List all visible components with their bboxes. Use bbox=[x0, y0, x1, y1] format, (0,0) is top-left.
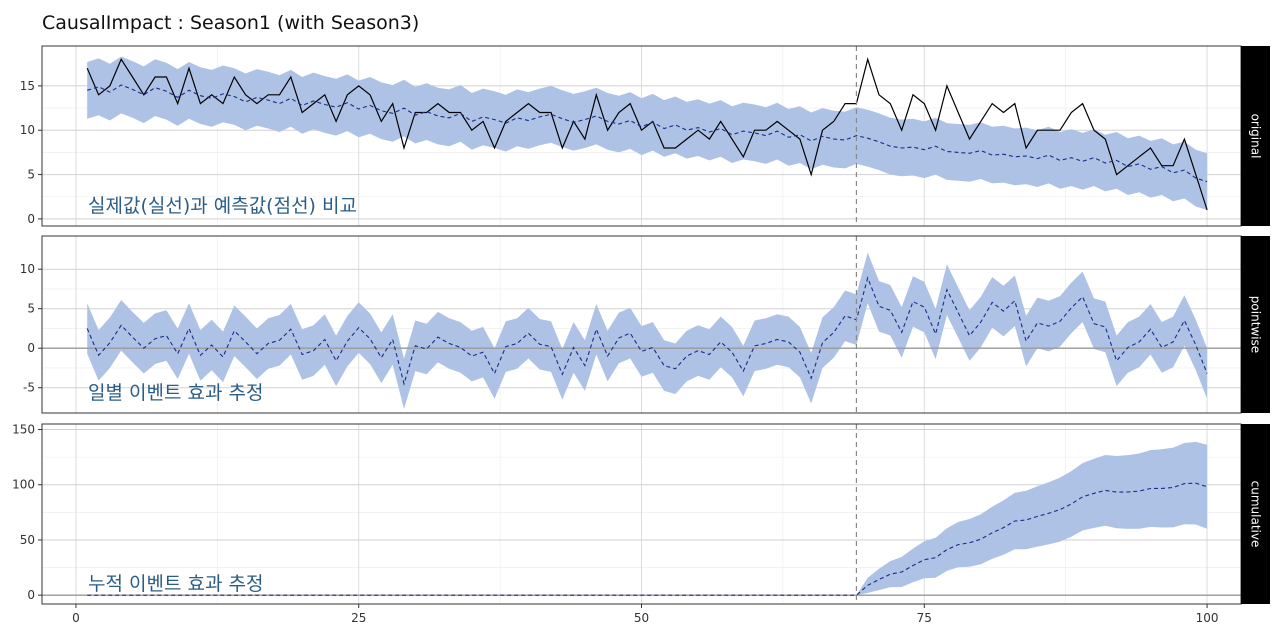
x-tick-label: 50 bbox=[634, 611, 649, 625]
actual-series-line bbox=[86, 57, 1208, 211]
strip-original bbox=[1241, 46, 1270, 226]
x-tick-label: 0 bbox=[72, 611, 80, 625]
annotation-cumulative: 누적 이벤트 효과 추정 bbox=[88, 573, 263, 595]
x-tick-label: 75 bbox=[917, 611, 932, 625]
confidence-band-pointwise bbox=[87, 252, 1208, 409]
y-tick-label: 50 bbox=[20, 533, 35, 547]
strip-pointwise bbox=[1241, 236, 1270, 413]
x-tick-label: 25 bbox=[351, 611, 366, 625]
strip-label-original: original bbox=[1249, 114, 1263, 159]
panel-cumulative: 0 50 100 150 cumulative 누적 이벤트 효과 추정 bbox=[12, 423, 1270, 605]
strip-label-pointwise: pointwise bbox=[1249, 296, 1263, 353]
panel-original: 0 5 10 15 original 실제값(실선)과 예측값(점선) 비교 bbox=[20, 45, 1270, 227]
y-tick-label: -5 bbox=[23, 381, 35, 395]
y-tick-label: 0 bbox=[27, 341, 35, 355]
y-tick-label: 10 bbox=[20, 123, 35, 137]
strip-label-cumulative: cumulative bbox=[1249, 481, 1263, 548]
chart-title: CausalImpact : Season1 (with Season3) bbox=[42, 12, 420, 34]
panel-pointwise: -5 0 5 10 pointwise 일별 이벤트 효과 추정 bbox=[20, 235, 1270, 414]
x-tick-label: 100 bbox=[1196, 611, 1219, 625]
strip-cumulative bbox=[1241, 424, 1270, 604]
y-tick-label: 15 bbox=[20, 79, 35, 93]
confidence-band-cumulative bbox=[856, 441, 1208, 596]
predicted-series-line-cumulative bbox=[87, 482, 1208, 596]
y-tick-label: 0 bbox=[27, 212, 35, 226]
y-tick-label: 0 bbox=[27, 588, 35, 602]
y-tick-label: 5 bbox=[27, 302, 35, 316]
predicted-series-line-pointwise bbox=[86, 276, 1208, 386]
predicted-series-line-original bbox=[87, 84, 1208, 183]
confidence-band-original bbox=[87, 56, 1208, 210]
y-tick-label: 150 bbox=[12, 423, 35, 437]
y-tick-label: 100 bbox=[12, 478, 35, 492]
y-tick-label: 10 bbox=[20, 262, 35, 276]
annotation-original: 실제값(실선)과 예측값(점선) 비교 bbox=[88, 195, 357, 217]
annotation-pointwise: 일별 이벤트 효과 추정 bbox=[88, 382, 263, 404]
y-tick-label: 5 bbox=[27, 168, 35, 182]
